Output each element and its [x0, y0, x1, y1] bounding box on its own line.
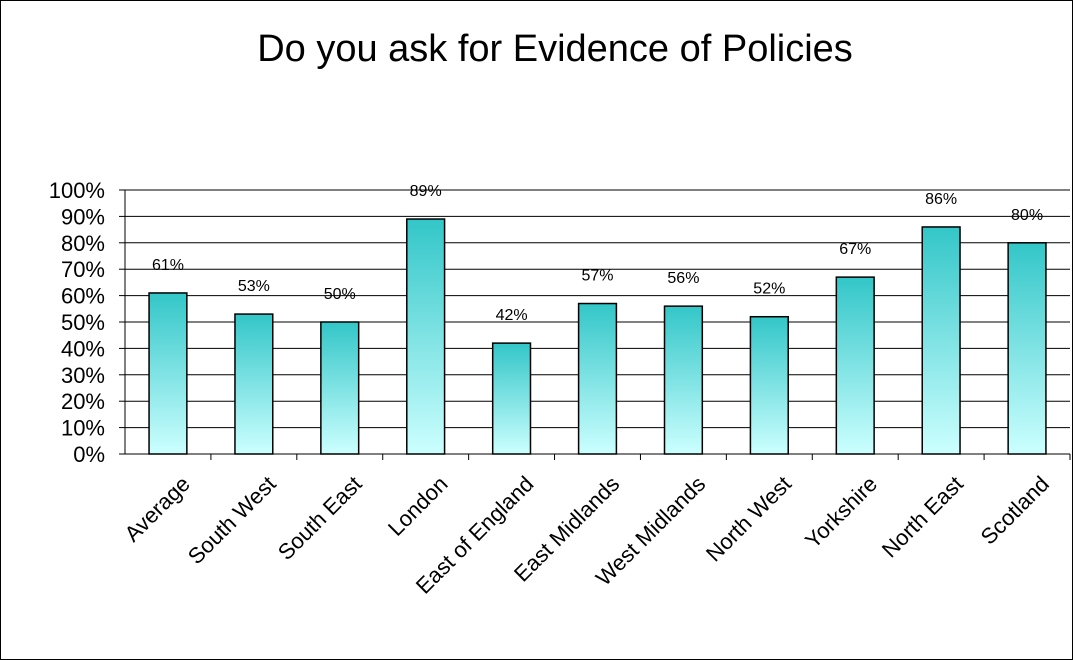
y-tick-label: 30% [61, 363, 105, 388]
bar-east-midlands [577, 302, 618, 455]
data-label: 80% [1011, 207, 1043, 224]
category-label: North West [701, 471, 796, 566]
category-label: London [383, 471, 453, 541]
data-label: 67% [839, 241, 871, 258]
y-tick-label: 40% [61, 336, 105, 361]
bars [148, 218, 1047, 455]
data-label: 52% [753, 281, 785, 298]
data-label: 61% [152, 257, 184, 274]
y-tick-label: 80% [61, 231, 105, 256]
category-label: Average [119, 471, 194, 546]
bar-west-midlands [663, 305, 704, 455]
chart-title: Do you ask for Evidence of Policies [257, 28, 853, 70]
bar-scotland [1007, 242, 1047, 455]
bar-east-of-england [491, 342, 532, 455]
y-tick-label: 0% [73, 442, 105, 467]
bar-south-east [320, 321, 360, 455]
category-label: South West [183, 471, 281, 569]
data-label: 42% [496, 307, 528, 324]
bar-london [406, 218, 446, 455]
category-label: North East [877, 471, 968, 562]
data-label: 50% [324, 286, 356, 303]
bar-yorkshire [835, 276, 875, 455]
y-tick-label: 20% [61, 389, 105, 414]
data-label: 86% [925, 191, 957, 208]
y-tick-label: 50% [61, 310, 105, 335]
data-label: 57% [581, 268, 613, 285]
data-label: 89% [410, 183, 442, 200]
data-label: 53% [238, 278, 270, 295]
category-label: South East [273, 471, 367, 565]
bar-average [148, 292, 188, 455]
data-labels: 61% 53% 50% 89% 42% 57% 56% 52% 67% 86% 80% [152, 183, 1043, 324]
data-label: 56% [667, 270, 699, 287]
bar-north-west [749, 315, 789, 455]
y-tick-label: 70% [61, 257, 105, 282]
category-label: Yorkshire [800, 471, 882, 553]
bar-north-east [921, 226, 961, 455]
category-label: Scotland [976, 471, 1054, 549]
y-tick-label: 60% [61, 284, 105, 309]
axes: 0%10%20%30%40%50%60%70%80%90%100% [49, 178, 1071, 467]
y-tick-label: 10% [61, 416, 105, 441]
bar-south-west [234, 313, 274, 455]
y-tick-label: 90% [61, 204, 105, 229]
y-tick-label: 100% [49, 178, 105, 203]
